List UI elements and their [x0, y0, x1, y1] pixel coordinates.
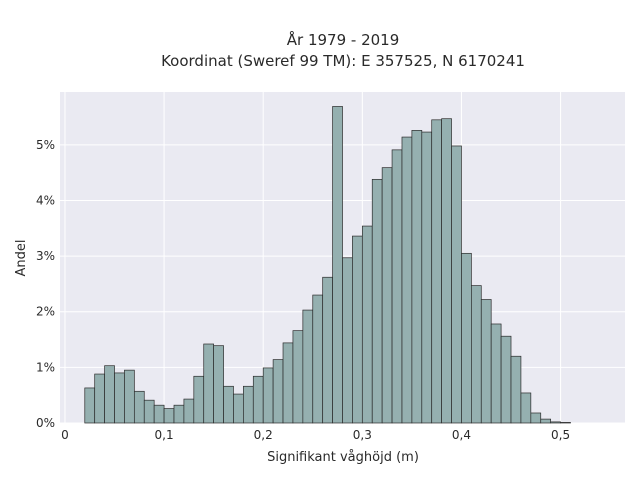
histogram-bar — [431, 119, 442, 424]
histogram-bar — [94, 373, 105, 424]
x-tick-label: 0,4 — [452, 428, 471, 442]
histogram-bar — [480, 299, 492, 424]
chart-title-line2: Koordinat (Sweref 99 TM): E 357525, N 61… — [161, 52, 525, 70]
x-axis-label: Signifikant våghöjd (m) — [267, 450, 419, 465]
histogram-bar — [104, 365, 115, 424]
histogram-bar — [153, 404, 165, 424]
histogram-bar — [272, 359, 284, 424]
histogram-bar — [461, 252, 472, 424]
histogram-bar — [342, 257, 353, 424]
histogram-bar — [560, 422, 571, 424]
histogram-bar — [143, 399, 155, 424]
histogram-bar — [262, 367, 274, 424]
histogram-bar — [203, 343, 214, 424]
histogram-bar — [302, 309, 314, 424]
histogram-bar — [133, 390, 145, 424]
histogram-bar — [371, 178, 383, 424]
histogram-bar — [391, 149, 403, 424]
y-axis-ticks: 0% 1% 2% 3% 4% 5% — [36, 138, 55, 430]
histogram-bar — [510, 355, 522, 424]
histogram-bar — [193, 375, 205, 424]
y-axis-label: Andel — [14, 240, 29, 277]
histogram-bar — [451, 145, 462, 424]
histogram-bar — [540, 418, 552, 424]
histogram-bar — [322, 276, 333, 424]
y-tick-label: 4% — [36, 193, 55, 207]
histogram-bar — [173, 404, 185, 424]
y-tick-label: 5% — [36, 138, 55, 152]
y-tick-label: 3% — [36, 249, 55, 263]
x-tick-label: 0,2 — [254, 428, 273, 442]
histogram-bar — [352, 235, 363, 424]
histogram-bar — [233, 393, 244, 424]
y-tick-label: 2% — [36, 305, 55, 319]
histogram-bar — [530, 412, 542, 424]
x-tick-label: 0 — [61, 428, 69, 442]
histogram-bar — [312, 294, 324, 424]
histogram-bar — [114, 372, 125, 424]
histogram-bar — [401, 136, 413, 424]
histogram-bar — [84, 387, 96, 424]
histogram-bar — [163, 408, 175, 424]
histogram-bar — [421, 131, 433, 424]
chart-title-line1: År 1979 - 2019 — [287, 30, 400, 49]
y-tick-label: 0% — [36, 416, 55, 430]
histogram-bar — [223, 385, 234, 424]
histogram-bar — [332, 106, 343, 424]
x-tick-label: 0,1 — [155, 428, 174, 442]
histogram-bar — [243, 385, 254, 424]
y-tick-label: 1% — [36, 360, 55, 374]
histogram-bar — [441, 118, 452, 424]
histogram-bar — [500, 335, 512, 424]
histogram-bar — [124, 369, 135, 424]
x-tick-label: 0,3 — [353, 428, 372, 442]
histogram-bar — [550, 421, 561, 424]
histogram-bar — [471, 285, 482, 424]
histogram-bar — [252, 375, 264, 424]
histogram-bars — [84, 106, 571, 424]
histogram-bar — [381, 167, 393, 424]
histogram-bar — [520, 392, 532, 424]
histogram-bar — [292, 330, 304, 424]
histogram-bar — [213, 345, 224, 424]
x-tick-label: 0,5 — [551, 428, 570, 442]
histogram-bar — [361, 225, 373, 424]
histogram-bar — [282, 342, 294, 424]
histogram-bar — [490, 323, 502, 424]
histogram-bar — [183, 398, 195, 424]
histogram-bar — [411, 130, 423, 424]
x-axis-ticks: 0 0,1 0,2 0,3 0,4 0,5 — [61, 428, 570, 442]
